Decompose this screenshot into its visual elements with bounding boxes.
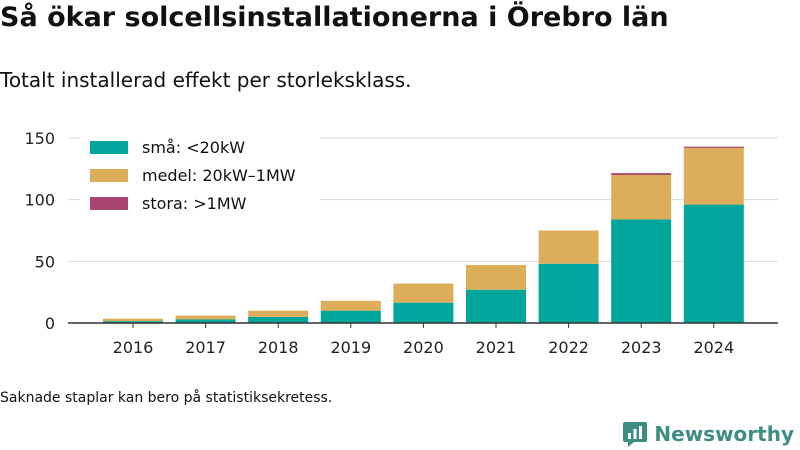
bar-segment <box>103 321 163 323</box>
bar-segment <box>466 289 526 323</box>
legend-label: medel: 20kW–1MW <box>142 166 296 185</box>
footnote: Saknade staplar kan bero på statistiksek… <box>0 390 333 406</box>
x-tick-label: 2020 <box>403 338 444 357</box>
x-tick-label: 2018 <box>258 338 299 357</box>
y-tick-label: 50 <box>35 252 55 271</box>
y-tick-label: 100 <box>24 191 55 210</box>
bar-segment <box>538 230 599 264</box>
legend-swatch <box>90 197 128 210</box>
bar-segment <box>103 318 163 322</box>
chart-title: Så ökar solcellsinstallationerna i Örebr… <box>0 2 669 33</box>
bar-segment <box>466 265 526 290</box>
brand-logo[interactable]: Newsworthy <box>622 419 794 449</box>
stacked-bar-chart: 0 50 100 150 2016 2017 2018 2019 2020 2021 2022 202… <box>24 129 778 357</box>
bar-segment <box>538 263 599 323</box>
bar-segment <box>248 310 309 317</box>
bar-segment <box>320 310 381 323</box>
axes: 0 50 100 150 2016 2017 2018 2019 2020 2021 2022 202… <box>24 129 778 357</box>
legend-swatch <box>90 141 128 154</box>
newsworthy-logo-icon <box>623 422 648 447</box>
bar-segment <box>683 147 744 205</box>
bar-segment <box>175 315 236 320</box>
bar-segment <box>611 219 672 323</box>
x-tick-label: 2017 <box>185 338 226 357</box>
bar-segment <box>248 316 309 323</box>
bar-segment <box>393 283 454 303</box>
bar-segment <box>683 204 744 323</box>
bars <box>103 146 744 323</box>
brand-name: Newsworthy <box>654 422 794 446</box>
bar-segment <box>683 146 744 148</box>
bar-segment <box>611 173 672 175</box>
legend: små: <20kW medel: 20kW–1MW stora: >1MW <box>80 130 320 218</box>
y-tick-label: 150 <box>24 129 55 148</box>
chart-subtitle: Totalt installerad effekt per storlekskl… <box>0 68 412 92</box>
legend-label: stora: >1MW <box>142 194 247 213</box>
y-tick-label: 0 <box>45 314 55 333</box>
x-tick-label: 2016 <box>113 338 154 357</box>
x-tick-label: 2019 <box>330 338 371 357</box>
x-tick-label: 2021 <box>476 338 517 357</box>
x-tick-label: 2023 <box>621 338 662 357</box>
legend-swatch <box>90 169 128 182</box>
bar-segment <box>175 319 236 323</box>
bar-segment <box>393 302 454 323</box>
legend-label: små: <20kW <box>142 138 245 157</box>
bar-segment <box>320 300 381 311</box>
x-tick-label: 2024 <box>693 338 734 357</box>
bar-segment <box>611 175 672 220</box>
x-tick-label: 2022 <box>548 338 589 357</box>
